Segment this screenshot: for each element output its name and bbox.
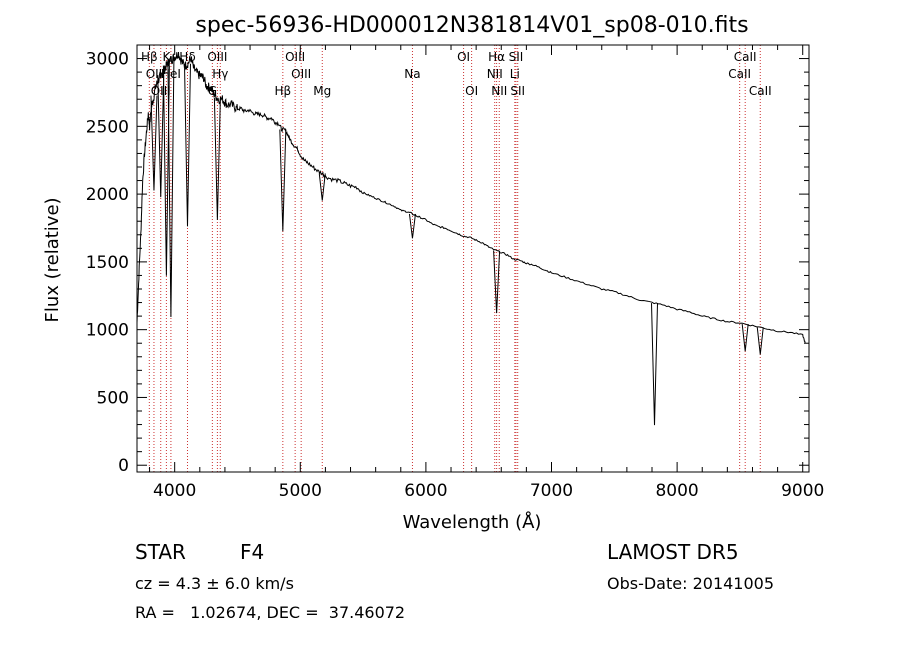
- line-marker-label: Hβ: [274, 84, 291, 98]
- spectral-subclass: F4: [240, 540, 265, 564]
- absorption-line: [279, 129, 287, 232]
- y-tick-label: 1500: [86, 253, 129, 273]
- absorption-line: [157, 75, 165, 198]
- x-tick-label: 4000: [153, 481, 196, 501]
- absorption-features: [150, 59, 764, 426]
- x-tick-label: 7000: [530, 481, 573, 501]
- coordinates: RA = 1.02674, DEC = 37.46072: [135, 603, 406, 622]
- line-marker-label: NII: [491, 84, 507, 98]
- line-marker-label: Li: [510, 67, 520, 81]
- x-axis-label: Wavelength (Å): [403, 511, 542, 533]
- absorption-line: [741, 323, 749, 352]
- absorption-line: [167, 59, 175, 318]
- y-axis: 0 500 1000 1500 2000 2500 3000: [86, 50, 809, 476]
- chart-title: spec-56936-HD000012N381814V01_sp08-010.f…: [195, 13, 748, 38]
- line-marker-label: Na: [404, 67, 420, 81]
- line-marker-label: CaII: [749, 84, 772, 98]
- y-tick-label: 2000: [86, 185, 129, 205]
- absorption-line: [408, 213, 416, 239]
- y-tick-label: 2500: [86, 117, 129, 137]
- x-axis: 4000 5000 6000 7000 8000 9000: [149, 45, 824, 501]
- line-marker-label: CaII: [728, 67, 751, 81]
- y-tick-label: 3000: [86, 50, 129, 70]
- line-marker-label: OIII: [285, 50, 305, 64]
- line-marker-label: CaII: [734, 50, 757, 64]
- line-marker-label: Hγ: [212, 67, 228, 81]
- line-marker-label: NII: [487, 67, 503, 81]
- line-marker-label: SII: [509, 50, 524, 64]
- line-marker-label: Hα: [488, 50, 505, 64]
- line-marker-label: SII: [510, 84, 525, 98]
- y-tick-label: 0: [118, 456, 129, 476]
- absorption-line: [756, 327, 764, 355]
- observation-date: Obs-Date: 20141005: [607, 574, 775, 593]
- absorption-line: [150, 95, 158, 191]
- line-marker-label: Mg: [313, 84, 331, 98]
- y-tick-label: 500: [97, 388, 129, 408]
- absorption-line: [318, 173, 326, 201]
- line-marker-label: K: [162, 50, 171, 64]
- line-marker-label: Hβ: [141, 50, 158, 64]
- survey-name: LAMOST DR5: [607, 540, 739, 564]
- absorption-line: [493, 250, 501, 314]
- line-marker-label: OI: [457, 50, 470, 64]
- x-tick-label: 9000: [781, 481, 824, 501]
- line-marker-label: OIII: [207, 50, 227, 64]
- absorption-line: [651, 303, 659, 426]
- spectrum-line: [136, 51, 806, 344]
- line-marker-label: OIII: [291, 67, 311, 81]
- line-marker-label: OI: [465, 84, 478, 98]
- plot-frame: [136, 44, 810, 473]
- absorption-line: [213, 97, 221, 220]
- x-tick-label: 6000: [404, 481, 447, 501]
- absorption-line: [183, 63, 191, 227]
- redshift-velocity: cz = 4.3 ± 6.0 km/s: [135, 574, 294, 593]
- x-tick-label: 8000: [655, 481, 698, 501]
- y-axis-label: Flux (relative): [42, 197, 63, 322]
- x-tick-label: 5000: [279, 481, 322, 501]
- line-markers: [148, 45, 761, 472]
- y-tick-label: 1000: [86, 321, 129, 341]
- object-class: STAR: [135, 540, 186, 564]
